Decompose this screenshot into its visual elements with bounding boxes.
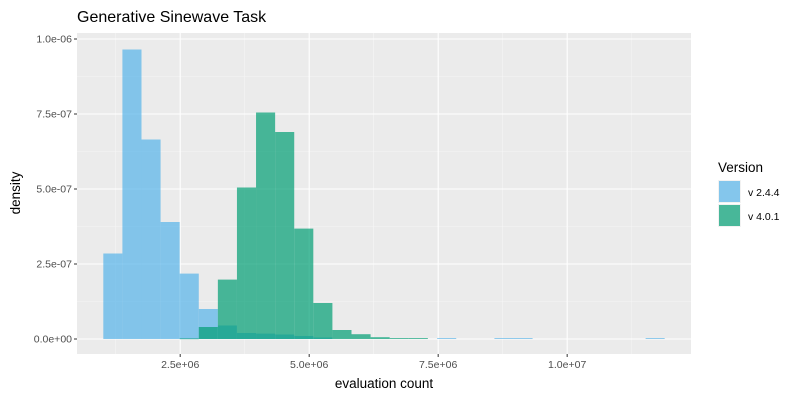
- histogram-bar: [122, 49, 142, 339]
- x-tick-label: 1.0e+07: [548, 359, 586, 371]
- histogram-bar: [217, 279, 237, 339]
- x-tick-label: 2.5e+06: [161, 359, 199, 371]
- histogram-bar: [179, 338, 199, 340]
- histogram-bar: [179, 273, 199, 339]
- y-tick-label: 2.5e-07: [36, 259, 72, 271]
- legend: Version v 2.4.4 v 4.0.1: [718, 160, 780, 227]
- series-1-bars: [179, 112, 428, 340]
- legend-key-1: v 4.0.1: [718, 204, 780, 227]
- histogram-bar: [256, 112, 276, 339]
- y-axis-title: density: [8, 171, 23, 214]
- histogram-bar: [437, 338, 457, 339]
- histogram-bar: [313, 303, 333, 339]
- histogram-bar: [275, 132, 295, 339]
- histogram-bar: [645, 338, 665, 339]
- legend-title: Version: [718, 160, 763, 175]
- histogram-bar: [408, 338, 428, 339]
- histogram-bar: [141, 139, 161, 339]
- y-tick-label: 7.5e-07: [36, 109, 72, 121]
- histogram-bar: [160, 222, 180, 339]
- legend-label: v 4.0.1: [748, 211, 780, 223]
- histogram-bar: [494, 338, 514, 339]
- y-tick-label: 0.0e+00: [34, 334, 72, 346]
- histogram-bar: [294, 228, 314, 339]
- y-axis: 0.0e+00 2.5e-07 5.0e-07 7.5e-07 1.0e-06: [34, 34, 77, 346]
- legend-label: v 2.4.4: [748, 187, 780, 199]
- histogram-bar: [103, 253, 123, 339]
- x-tick-label: 5.0e+06: [290, 359, 328, 371]
- histogram-bar: [236, 187, 257, 339]
- y-tick-label: 5.0e-07: [36, 184, 72, 196]
- x-axis: 2.5e+06 5.0e+06 7.5e+06 1.0e+07: [161, 354, 586, 371]
- histogram-bar: [370, 337, 390, 339]
- legend-swatch: [719, 205, 740, 226]
- histogram-bar: [389, 338, 409, 339]
- legend-key-0: v 2.4.4: [718, 180, 780, 203]
- histogram-bar: [513, 338, 533, 339]
- histogram-bars: [103, 49, 665, 340]
- x-axis-title: evaluation count: [335, 376, 434, 391]
- x-tick-label: 7.5e+06: [419, 359, 457, 371]
- legend-swatch: [719, 181, 740, 202]
- histogram-bar: [351, 334, 371, 339]
- y-tick-label: 1.0e-06: [36, 34, 72, 46]
- histogram-bar: [198, 327, 218, 339]
- chart-title: Generative Sinewave Task: [77, 9, 267, 26]
- histogram-bar: [332, 330, 352, 339]
